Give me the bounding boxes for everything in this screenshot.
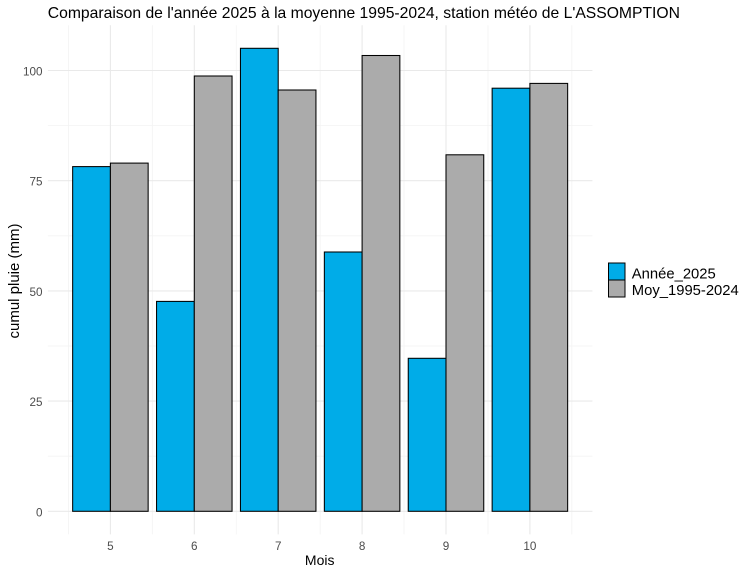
svg-text:Moy_1995-2024: Moy_1995-2024 <box>632 283 739 299</box>
svg-text:10: 10 <box>523 540 537 553</box>
svg-text:25: 25 <box>29 396 43 409</box>
svg-text:6: 6 <box>191 540 198 553</box>
svg-text:9: 9 <box>443 540 450 553</box>
svg-text:cumul pluie (mm): cumul pluie (mm) <box>6 223 23 338</box>
svg-text:50: 50 <box>29 286 43 299</box>
svg-text:Comparaison de l'année 2025 à: Comparaison de l'année 2025 à la moyenne… <box>48 5 680 22</box>
svg-text:5: 5 <box>107 540 114 553</box>
svg-text:7: 7 <box>275 540 282 553</box>
svg-text:Mois: Mois <box>305 552 335 568</box>
svg-text:Année_2025: Année_2025 <box>632 266 716 282</box>
svg-text:100: 100 <box>23 66 43 79</box>
svg-text:8: 8 <box>359 540 366 553</box>
svg-text:75: 75 <box>29 176 43 189</box>
svg-text:0: 0 <box>36 506 43 519</box>
